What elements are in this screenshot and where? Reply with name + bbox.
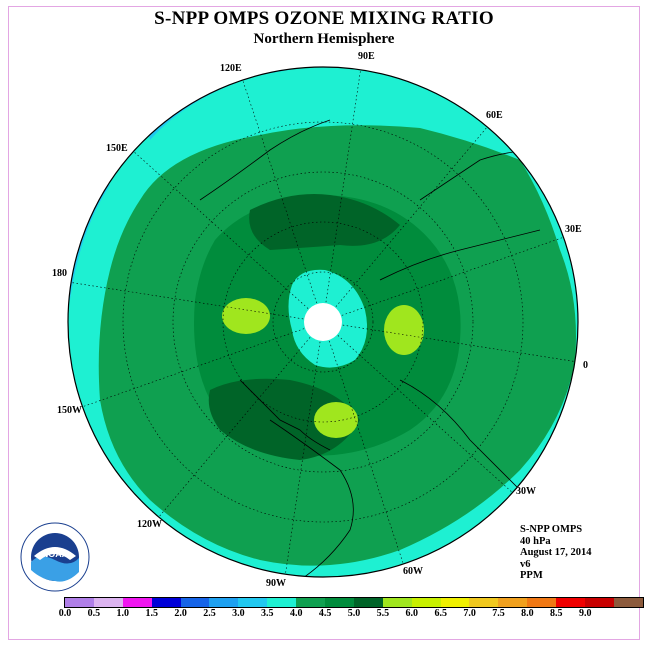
colorbar-swatch <box>613 598 643 607</box>
lon-label-150w: 150W <box>57 405 82 416</box>
colorbar-tick-label: 7.0 <box>463 608 476 619</box>
colorbar-swatch <box>556 598 586 607</box>
lon-label-180: 180 <box>52 268 67 279</box>
colorbar-tick-label: 3.0 <box>232 608 245 619</box>
graticule <box>68 67 578 577</box>
colorbar-swatch <box>209 598 239 607</box>
colorbar-swatch <box>469 598 499 607</box>
map-subtitle: Northern Hemisphere <box>253 31 395 47</box>
colorbar-swatch <box>440 598 470 607</box>
colorbar-swatch <box>93 598 123 607</box>
ozone-high-west <box>222 298 270 334</box>
lon-label-60e: 60E <box>486 110 503 121</box>
colorbar-tick-label: 9.0 <box>578 608 592 619</box>
colorbar-tick-label: 5.5 <box>376 608 390 619</box>
colorbar-tick-label: 4.0 <box>289 608 303 619</box>
lon-label-90e: 90E <box>358 51 375 62</box>
colorbar-tick-label: 1.0 <box>116 608 130 619</box>
lon-label-120w: 120W <box>137 519 162 530</box>
colorbar-swatch <box>151 598 181 607</box>
colorbar-swatch <box>325 598 354 607</box>
noaa-logo: NOAA <box>20 522 90 592</box>
colorbar-tick-label: 0.0 <box>58 608 72 619</box>
lon-label-150e: 150E <box>106 143 128 154</box>
noaa-logo-text: NOAA <box>42 549 69 559</box>
colorbar-tick-label: 6.0 <box>405 608 419 619</box>
colorbar-tick-label: 4.5 <box>318 608 332 619</box>
info-units: PPM <box>520 570 543 581</box>
coastlines <box>199 119 541 577</box>
map-title: S-NPP OMPS OZONE MIXING RATIO <box>154 8 494 29</box>
ozone-region-5-0-south <box>208 378 360 460</box>
colorbar-tick-label: 6.5 <box>434 608 447 619</box>
colorbar-tick-label: 0.5 <box>87 608 101 619</box>
colorbar <box>64 597 644 608</box>
colorbar-ticks: 0.0 0.5 1.0 1.5 2.0 2.5 3.0 3.5 4.0 4.5 5.0 5.5 6.0 6… <box>0 608 648 622</box>
lon-label-30e: 30E <box>565 224 582 235</box>
colorbar-swatch <box>527 598 557 607</box>
colorbar-tick-label: 2.0 <box>174 608 187 619</box>
ozone-high-east <box>384 305 424 355</box>
map-boundary <box>67 66 579 578</box>
info-version: v6 <box>520 558 531 570</box>
colorbar-swatch <box>180 598 210 607</box>
colorbar-swatch <box>585 598 614 607</box>
colorbar-swatch <box>498 598 528 607</box>
colorbar-tick-label: 2.5 <box>203 608 216 619</box>
lon-label-0: 0 <box>583 360 588 371</box>
colorbar-swatch <box>122 598 152 607</box>
colorbar-swatch <box>411 598 441 607</box>
info-level: 40 hPa <box>520 535 551 547</box>
colorbar-swatch <box>296 598 326 607</box>
pole-no-data <box>304 303 342 341</box>
colorbar-tick-label: 8.0 <box>521 608 534 619</box>
info-date: August 17, 2014 <box>520 547 592 558</box>
colorbar-swatch <box>382 598 412 607</box>
colorbar-tick-label: 1.5 <box>145 608 158 619</box>
lon-label-30w: 30W <box>516 486 536 497</box>
ozone-high-south <box>314 402 358 438</box>
colorbar-tick-label: 8.5 <box>550 608 563 619</box>
lon-label-90w: 90W <box>266 578 286 589</box>
colorbar-tick-label: 7.5 <box>492 608 505 619</box>
info-instrument: S-NPP OMPS <box>520 524 583 535</box>
colorbar-swatch <box>65 598 94 607</box>
colorbar-tick-label: 3.5 <box>261 608 274 619</box>
info-block: S-NPP OMPS 40 hPa August 17, 2014 v6 PPM <box>520 524 591 582</box>
colorbar-swatch <box>238 598 268 607</box>
lon-label-60w: 60W <box>403 566 423 577</box>
lon-label-120e: 120E <box>220 63 242 74</box>
colorbar-swatch <box>267 598 297 607</box>
colorbar-swatch <box>353 598 383 607</box>
figure-frame <box>8 6 640 640</box>
colorbar-tick-label: 5.0 <box>347 608 361 619</box>
